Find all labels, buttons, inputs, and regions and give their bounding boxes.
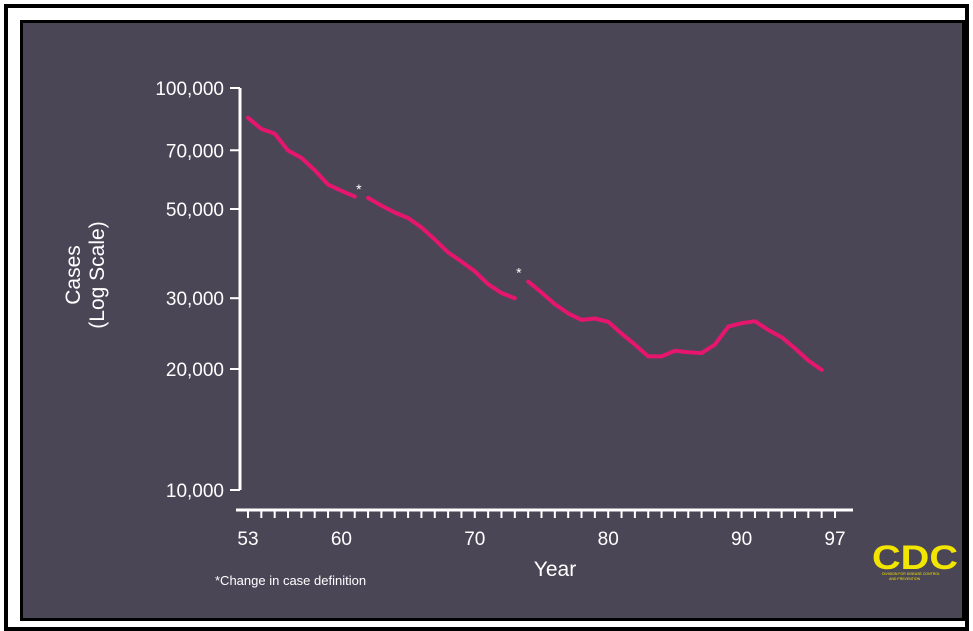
- cdc-logo-text: CDC: [872, 539, 958, 577]
- x-tick-label: 97: [824, 529, 845, 550]
- x-tick-label: 90: [731, 529, 752, 550]
- series-line-segment: [366, 195, 517, 301]
- cdc-logo-subtitle-line2: AND PREVENTION: [889, 577, 921, 581]
- y-axis: 10,000 20,000 30,000 50,000 70,000 100,000: [155, 79, 242, 502]
- y-tick-label: 20,000: [166, 360, 224, 381]
- y-tick-label: 30,000: [166, 289, 224, 310]
- cdc-logo: CDC DIVISION FOR DISEASE CONTROL AND PRE…: [872, 539, 958, 581]
- y-tick-label: 50,000: [166, 200, 224, 221]
- tb-cases-chart: 10,000 20,000 30,000 50,000 70,000 100,000 53…: [62, 79, 958, 588]
- x-tick-label: 80: [598, 529, 619, 550]
- y-tick-label: 100,000: [155, 79, 224, 100]
- definition-change-marker: *: [356, 181, 362, 197]
- series-line-segment: [526, 279, 824, 372]
- y-axis-title-line1: Cases: [62, 245, 85, 305]
- definition-change-marker: *: [516, 265, 522, 281]
- y-axis-title-line2: (Log Scale): [86, 221, 109, 328]
- x-axis-title: Year: [534, 558, 576, 581]
- chart-panel: 10,000 20,000 30,000 50,000 70,000 100,000 53…: [20, 20, 965, 621]
- series-line-segment: [246, 115, 357, 199]
- x-axis: 53 60 70 80 90 97: [236, 508, 853, 550]
- cases-series: [246, 115, 824, 372]
- y-tick-label: 70,000: [166, 141, 224, 162]
- annotation-note: *Change in case definition: [215, 573, 366, 588]
- definition-change-markers: **: [356, 181, 522, 281]
- x-tick-label: 70: [464, 529, 485, 550]
- y-tick-label: 10,000: [166, 481, 224, 502]
- slide-frame: 10,000 20,000 30,000 50,000 70,000 100,000 53…: [4, 4, 969, 631]
- cdc-logo-subtitle-line1: DIVISION FOR DISEASE CONTROL: [882, 572, 940, 576]
- x-tick-label: 60: [331, 529, 352, 550]
- x-tick-label: 53: [237, 529, 258, 550]
